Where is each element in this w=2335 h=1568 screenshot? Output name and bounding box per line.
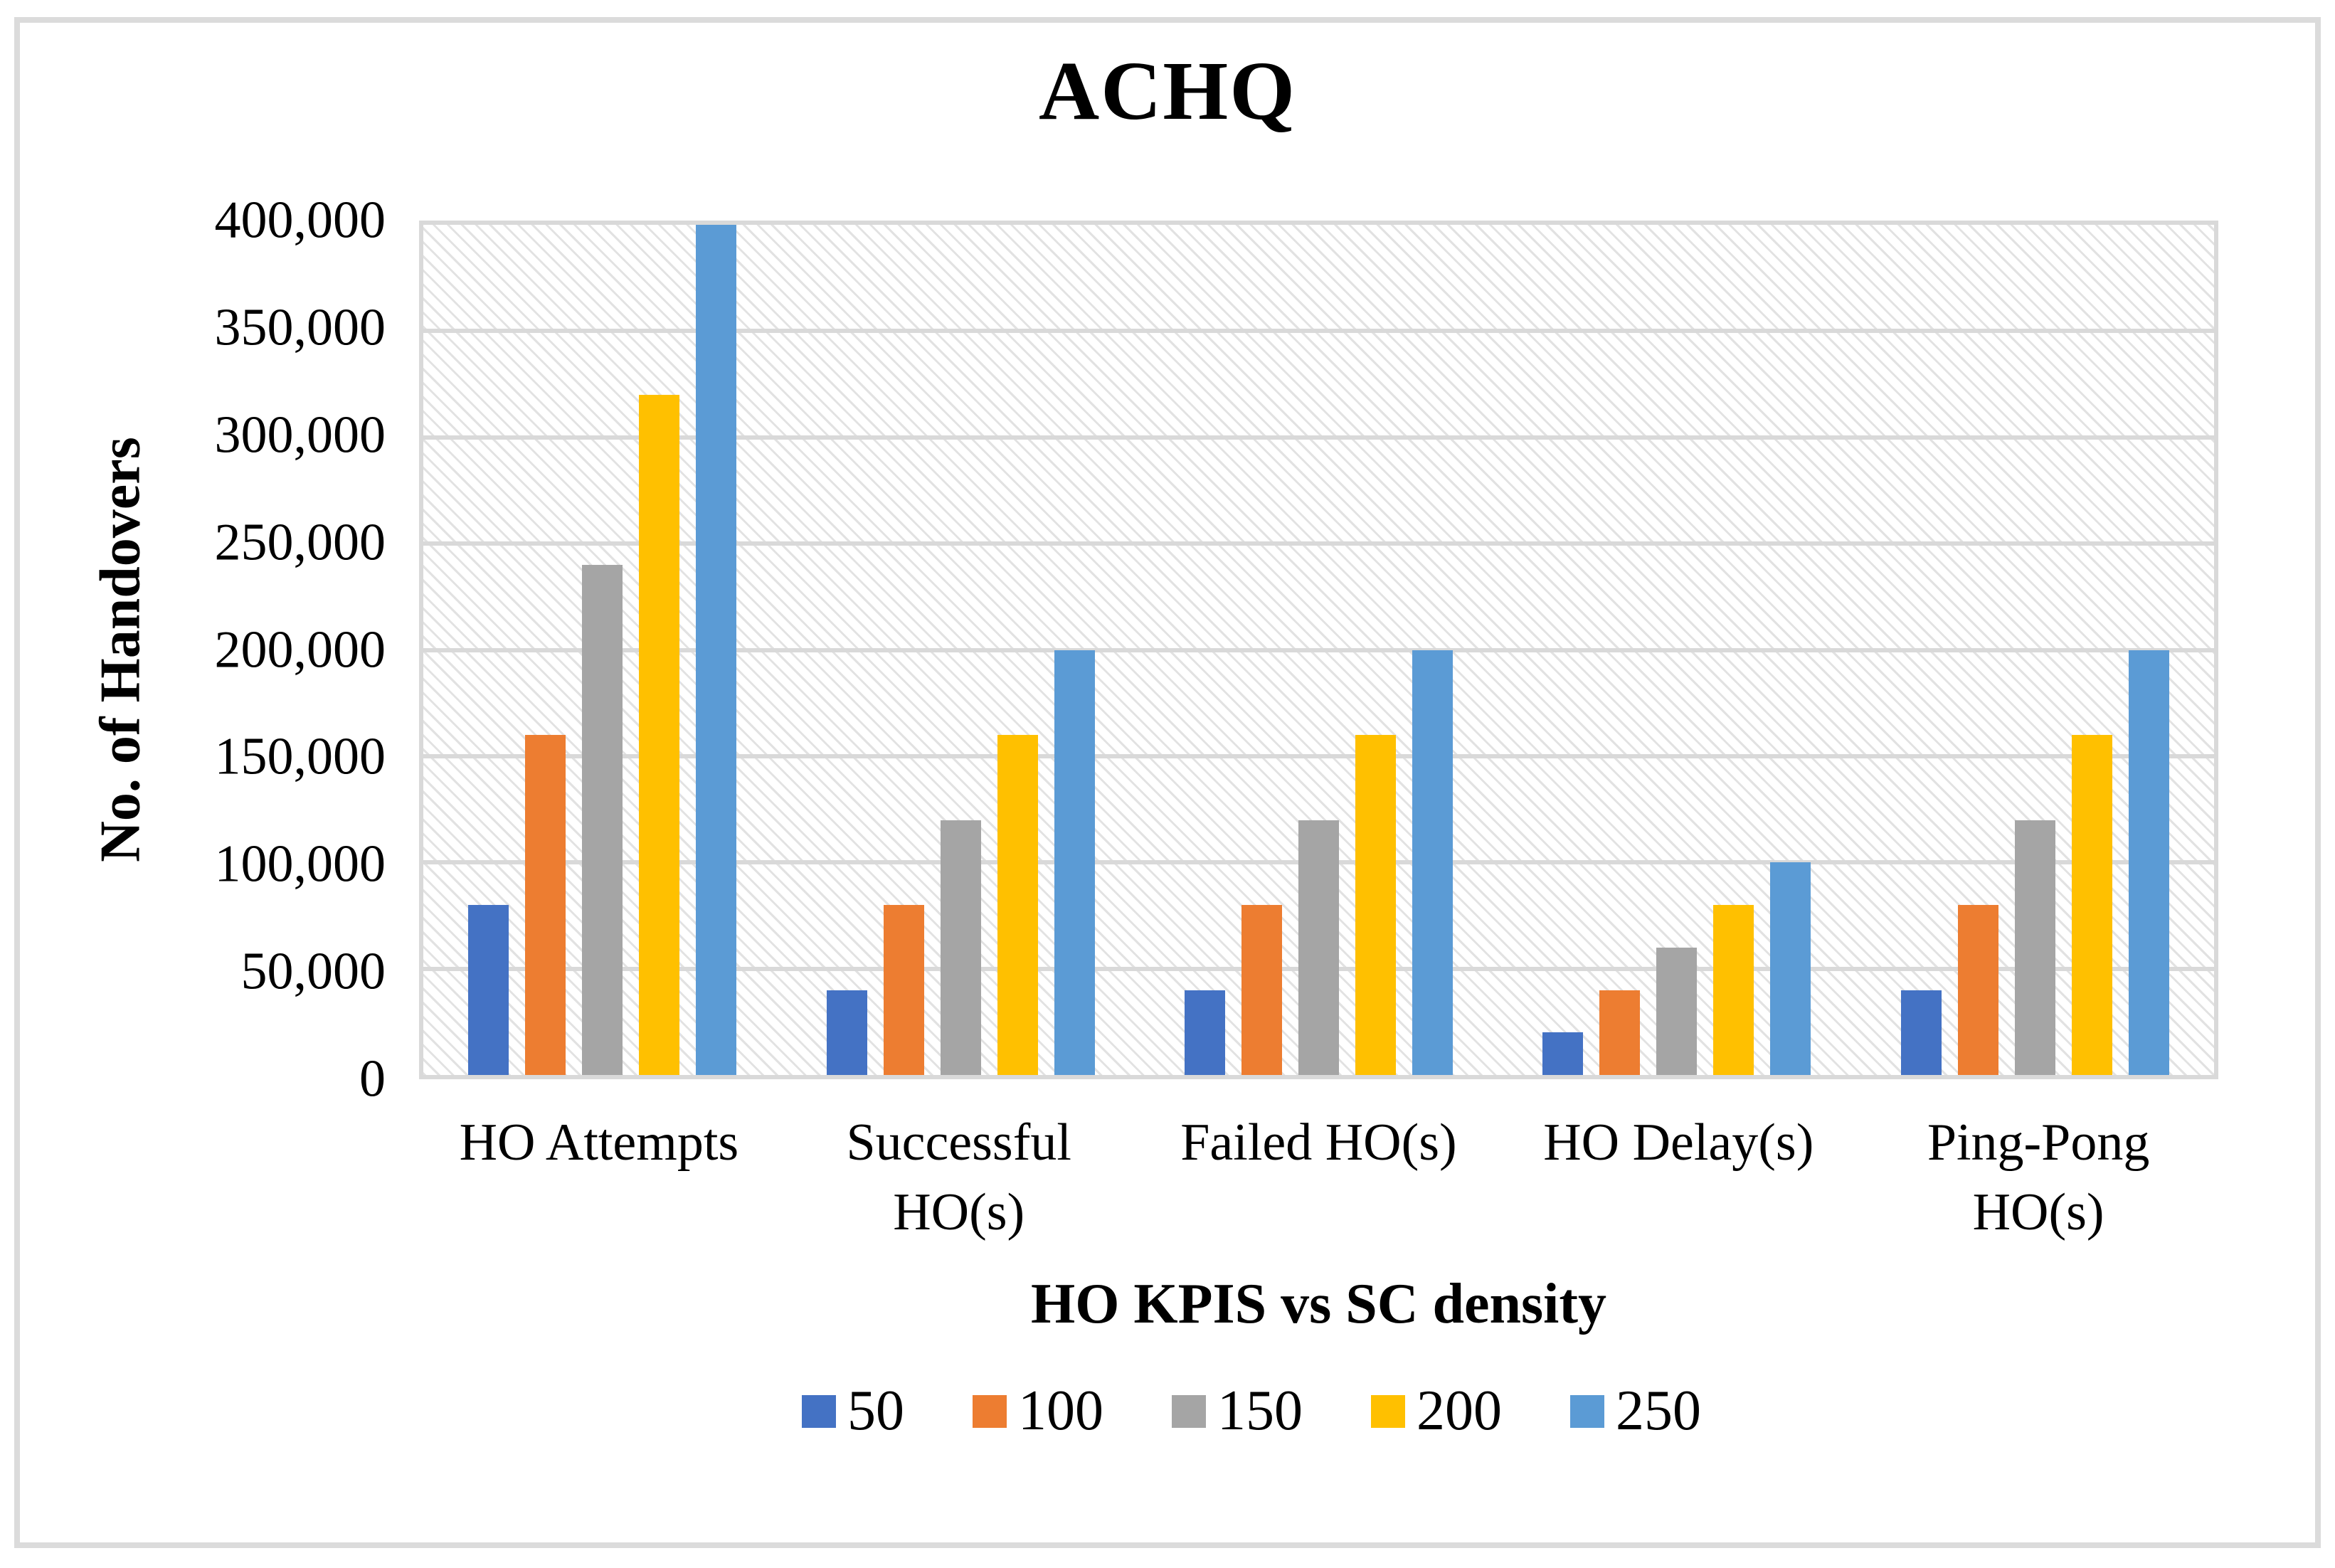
- bar-series-150: [940, 820, 981, 1075]
- bar-series-150: [2014, 820, 2055, 1075]
- y-tick-label: 100,000: [214, 835, 386, 894]
- gridline: [423, 647, 2214, 652]
- bar-series-100: [1957, 905, 1998, 1075]
- bar-series-150: [1298, 820, 1340, 1075]
- gridline: [423, 329, 2214, 334]
- bar-series-200: [997, 735, 1038, 1075]
- bar-series-200: [639, 395, 680, 1075]
- y-tick-label: 50,000: [240, 942, 386, 1001]
- x-category-label-line: HO Attempts: [459, 1113, 739, 1172]
- figure-border: [14, 17, 2321, 1548]
- x-category-label: Successful HO(s): [779, 1108, 1139, 1247]
- bar-group: [781, 225, 1139, 1075]
- x-category-label-line: Failed HO(s): [1180, 1113, 1457, 1172]
- bar-series-200: [1713, 905, 1754, 1075]
- y-tick-label: 150,000: [214, 727, 386, 786]
- plot-area: [419, 221, 2218, 1079]
- x-category-label: Ping-Pong HO(s): [1858, 1108, 2218, 1247]
- x-category-label-line: Successful: [846, 1113, 1071, 1172]
- legend-item: 50: [802, 1379, 904, 1443]
- legend-swatch-250: [1570, 1394, 1604, 1428]
- legend-swatch-50: [802, 1394, 836, 1428]
- legend-label: 150: [1217, 1379, 1303, 1442]
- x-category-label-line: Ping-Pong: [1927, 1113, 2150, 1172]
- bar-series-50: [1185, 990, 1226, 1075]
- chart-title: ACHQ: [1039, 44, 1296, 137]
- legend-item: 150: [1172, 1379, 1303, 1443]
- legend-swatch-150: [1172, 1394, 1206, 1428]
- legend: 50 100 150 200 250: [419, 1379, 2084, 1443]
- legend-label: 250: [1616, 1379, 1701, 1442]
- bar-series-50: [468, 905, 509, 1075]
- legend-item: 200: [1371, 1379, 1502, 1443]
- y-tick-label: 300,000: [214, 406, 386, 465]
- bar-series-50: [826, 990, 867, 1075]
- legend-swatch-200: [1371, 1394, 1405, 1428]
- bar-series-50: [1900, 990, 1942, 1075]
- y-axis-tick-labels: 400,000 350,000 300,000 250,000 200,000 150,0…: [0, 191, 386, 1108]
- x-category-label-line: HO(s): [1972, 1182, 2104, 1241]
- legend-swatch-100: [973, 1394, 1007, 1428]
- bar-groups: [423, 225, 2214, 1075]
- x-axis-category-labels: HO Attempts Successful HO(s) Failed HO(s) HO…: [419, 1108, 2218, 1247]
- legend-label: 200: [1417, 1379, 1502, 1442]
- legend-item: 250: [1570, 1379, 1701, 1443]
- y-tick-label: 250,000: [214, 513, 386, 572]
- bar-series-100: [1241, 905, 1283, 1075]
- x-axis-title: HO KPIS vs SC density: [1030, 1273, 1607, 1335]
- legend-label: 100: [1018, 1379, 1103, 1442]
- x-category-label: Failed HO(s): [1139, 1108, 1499, 1247]
- bar-group: [1498, 225, 1855, 1075]
- bar-group: [1856, 225, 2214, 1075]
- legend-label: 50: [847, 1379, 904, 1442]
- bar-series-100: [883, 905, 924, 1075]
- gridline: [423, 541, 2214, 546]
- bar-series-100: [525, 735, 566, 1075]
- gridline: [423, 753, 2214, 758]
- bar-group: [423, 225, 781, 1075]
- y-tick-label: 350,000: [214, 298, 386, 357]
- x-category-label: HO Attempts: [419, 1108, 779, 1247]
- bar-series-250: [1770, 862, 1811, 1075]
- bar-series-50: [1542, 1032, 1584, 1075]
- bar-series-250: [1412, 650, 1454, 1075]
- bar-series-200: [1355, 735, 1397, 1075]
- bar-series-250: [696, 225, 737, 1075]
- y-tick-label: 400,000: [214, 191, 386, 250]
- x-category-label: HO Delay(s): [1498, 1108, 1858, 1247]
- bar-series-200: [2071, 735, 2112, 1075]
- bar-series-250: [1054, 650, 1095, 1075]
- bar-series-150: [582, 565, 623, 1075]
- x-category-label-line: HO Delay(s): [1543, 1113, 1814, 1172]
- bar-series-100: [1599, 990, 1641, 1075]
- bar-group: [1140, 225, 1498, 1075]
- y-tick-label: 0: [359, 1049, 386, 1108]
- bar-series-250: [2128, 650, 2169, 1075]
- gridline: [423, 435, 2214, 440]
- x-category-label-line: HO(s): [893, 1182, 1025, 1241]
- y-tick-label: 200,000: [214, 620, 386, 679]
- bar-series-150: [1656, 947, 1698, 1075]
- legend-item: 100: [973, 1379, 1103, 1443]
